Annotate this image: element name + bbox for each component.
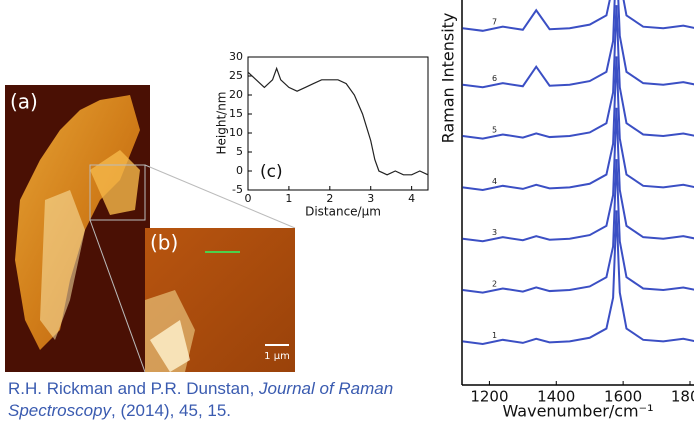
series-label: 4 (492, 177, 497, 186)
series-group (462, 159, 694, 294)
citation-details: , (2014), 45, 15. (111, 401, 232, 420)
profile-line (247, 66, 429, 176)
y-axis-label: Raman Intensity (439, 13, 458, 144)
series-group (462, 5, 694, 140)
afm-image-a (5, 85, 296, 373)
spectrum-line (462, 5, 694, 140)
series-group (462, 56, 694, 191)
citation-journal: Journal of Raman Spectroscopy (8, 379, 394, 420)
y-tick-label: 30 (229, 50, 243, 63)
series-label: 6 (492, 74, 497, 83)
series-group (462, 107, 694, 243)
series-label: 1 (492, 331, 497, 340)
series-group (462, 210, 694, 345)
citation-authors: R.H. Rickman and P.R. Dunstan, (8, 379, 260, 398)
spectrum-line (462, 210, 694, 345)
y-tick-label: 0 (236, 164, 243, 177)
series-group (462, 0, 694, 89)
panel-label: (a) (10, 90, 38, 114)
x-tick-label: 1200 (470, 388, 508, 406)
y-tick-label: 15 (229, 107, 243, 120)
series-label: 3 (492, 228, 497, 237)
series-label: 7 (492, 18, 497, 27)
y-tick-label: 25 (229, 69, 243, 82)
x-tick-label: 3 (367, 192, 374, 205)
citation: R.H. Rickman and P.R. Dunstan, Journal o… (8, 378, 428, 422)
x-tick-label: 4 (408, 192, 415, 205)
y-axis-label: Height/nm (215, 91, 229, 154)
spectrum-line (462, 159, 694, 294)
spectrum-line (462, 0, 694, 32)
x-axis-label: Wavenumber/cm⁻¹ (503, 402, 654, 421)
y-tick-label: 10 (229, 126, 243, 139)
series-group (462, 0, 694, 32)
afm-image-b (145, 228, 295, 372)
y-tick-label: -5 (232, 183, 243, 196)
x-tick-label: 0 (245, 192, 252, 205)
spectrum-line (462, 0, 694, 89)
spectrum-line (462, 107, 694, 243)
raman-chart: 1200 1400 1600 1800 Wavenumber/cm⁻¹ Raman Int… (439, 0, 694, 421)
y-tick-label: 5 (236, 145, 243, 158)
height-profile-chart: 0 1 2 3 4-5051015202530Distance/μmHeight/nm(… (215, 50, 429, 219)
x-axis-label: Distance/μm (305, 205, 381, 219)
plot-frame (247, 56, 429, 191)
panel-label: (c) (260, 162, 283, 182)
spectrum-line (462, 56, 694, 191)
series-label: 2 (492, 280, 497, 289)
x-tick-label: 1400 (537, 388, 575, 406)
x-tick-label: 2 (326, 192, 333, 205)
x-tick-label: 1600 (604, 388, 642, 406)
series-label: 5 (492, 126, 497, 135)
scale-bar-label: 1 μm (264, 351, 290, 362)
x-tick-label: 1 (285, 192, 292, 205)
panel-label: (b) (150, 231, 178, 255)
x-tick-label: 1800 (671, 388, 694, 406)
y-tick-label: 20 (229, 88, 243, 101)
